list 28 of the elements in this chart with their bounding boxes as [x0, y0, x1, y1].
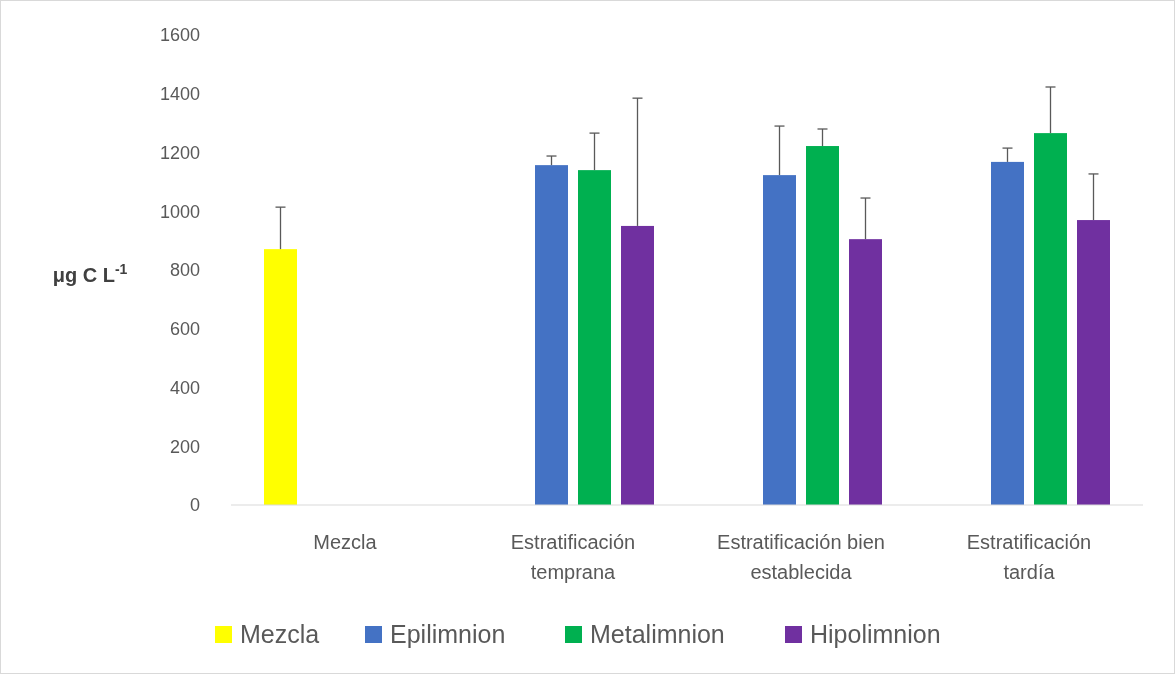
y-tick-label: 1200 [159, 142, 200, 163]
legend-label: Hipolimnion [810, 620, 941, 648]
y-tick-label: 1600 [159, 25, 200, 46]
y-tick-label: 600 [169, 319, 200, 340]
y-tick-label: 0 [189, 495, 200, 516]
y-axis-title: μg C L$^{-1}$ [52, 261, 128, 286]
x-tick-label: Mezcla [313, 531, 378, 553]
bar [578, 170, 611, 505]
y-tick-label: 800 [169, 260, 200, 281]
y-tick-label: 1000 [159, 201, 200, 222]
bar [763, 175, 796, 505]
y-tick-label: 200 [169, 436, 200, 457]
x-tick-label: Estratificación temprana [510, 531, 636, 583]
legend-label: Epilimnion [390, 620, 506, 648]
legend-label: Mezcla [240, 620, 320, 648]
y-tick-label: 1400 [159, 84, 200, 105]
bar [849, 239, 882, 505]
x-tick-label: Estratificación tardía [966, 531, 1092, 583]
x-tick-label: Estratificación bien establecida [717, 531, 885, 583]
bar [621, 225, 654, 505]
legend-label: Metalimnion [590, 620, 725, 648]
bar [1077, 220, 1110, 505]
bar [1034, 133, 1067, 505]
bar [264, 249, 297, 505]
y-tick-label: 400 [169, 377, 200, 398]
bar [991, 161, 1024, 505]
bar [806, 146, 839, 505]
bar [535, 165, 568, 505]
